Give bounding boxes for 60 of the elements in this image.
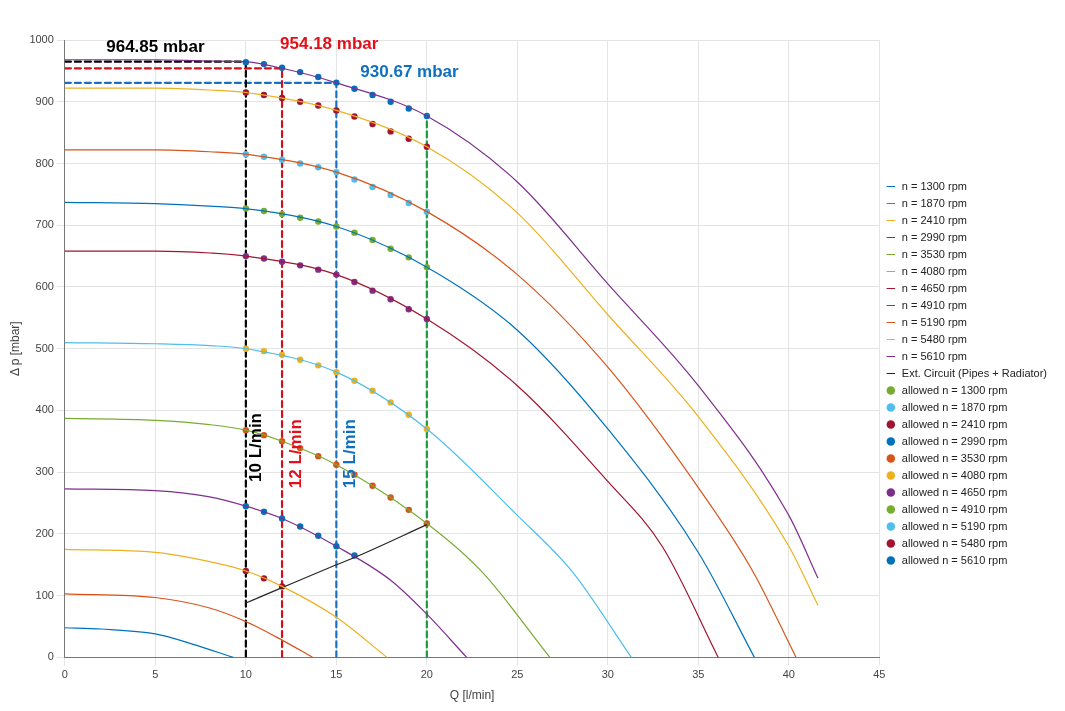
legend-label: n = 5190 rpm [901, 315, 967, 328]
annotation: 10 L/min [245, 413, 265, 482]
y-tick-label: 300 [35, 465, 54, 478]
x-tick-label: 5 [152, 668, 159, 681]
annotation: 12 L/min [285, 419, 305, 489]
line-series [64, 548, 388, 658]
line-series [64, 341, 632, 658]
y-tick-label: 200 [35, 526, 54, 539]
legend-label: allowed n = 4910 rpm [901, 502, 1008, 515]
legend-label: n = 2990 rpm [901, 230, 967, 243]
legend-label: allowed n = 5190 rpm [901, 519, 1008, 532]
legend-label: n = 2410 rpm [901, 213, 967, 226]
legend-label: allowed n = 1300 rpm [901, 383, 1008, 396]
y-tick-label: 600 [35, 279, 54, 292]
x-tick-label: 15 [330, 668, 343, 681]
legend-label: n = 4910 rpm [901, 298, 967, 311]
legend-label: allowed n = 5480 rpm [901, 536, 1008, 549]
annotation: 15 L/min [340, 419, 360, 489]
annotation: 964.85 mbar [106, 37, 205, 57]
legend-label: allowed n = 1870 rpm [901, 400, 1008, 413]
annotation: 954.18 mbar [280, 33, 379, 53]
legend-label: n = 5480 rpm [901, 332, 967, 345]
annotation: 930.67 mbar [360, 62, 460, 82]
y-tick-label: 400 [35, 403, 54, 416]
legend-label: allowed n = 2990 rpm [901, 434, 1008, 447]
line-series [64, 627, 234, 658]
x-tick-label: 20 [420, 668, 433, 681]
legend-label: n = 5610 rpm [901, 349, 967, 362]
x-tick-label: 35 [692, 668, 705, 681]
y-tick-label: 700 [35, 218, 54, 231]
y-tick-label: 900 [35, 94, 54, 107]
line-series [64, 488, 468, 658]
x-axis-title: Q [l/min] [449, 688, 495, 703]
y-tick-label: 0 [47, 650, 54, 663]
x-tick-label: 0 [61, 668, 68, 681]
legend-label: n = 3530 rpm [901, 247, 967, 260]
legend-label: allowed n = 5610 rpm [901, 553, 1008, 566]
y-tick-label: 800 [35, 156, 54, 169]
x-tick-label: 40 [782, 668, 795, 681]
x-tick-label: 45 [873, 668, 886, 681]
legend-label: n = 4650 rpm [901, 281, 967, 294]
legend-label: allowed n = 4650 rpm [901, 485, 1008, 498]
y-axis-title: Δ p [mbar] [7, 321, 22, 377]
x-tick-label: 30 [601, 668, 614, 681]
line-series [64, 250, 719, 658]
line-series [64, 149, 797, 658]
y-tick-label: 100 [35, 588, 54, 601]
legend-label: allowed n = 4080 rpm [901, 468, 1008, 481]
y-tick-label: 500 [35, 341, 54, 354]
legend-label: allowed n = 3530 rpm [901, 451, 1008, 464]
y-tick-label: 1000 [29, 33, 54, 46]
x-tick-label: 10 [239, 668, 252, 681]
line-series [64, 593, 314, 658]
legend-label: n = 4080 rpm [901, 264, 967, 277]
legend-label: n = 1300 rpm [901, 179, 967, 192]
line-series [64, 201, 756, 658]
x-tick-label: 25 [511, 668, 524, 681]
legend-label: allowed n = 2410 rpm [901, 417, 1008, 430]
legend-label: Ext. Circuit (Pipes + Radiator) [901, 366, 1047, 379]
legend-label: n = 1870 rpm [901, 196, 967, 209]
